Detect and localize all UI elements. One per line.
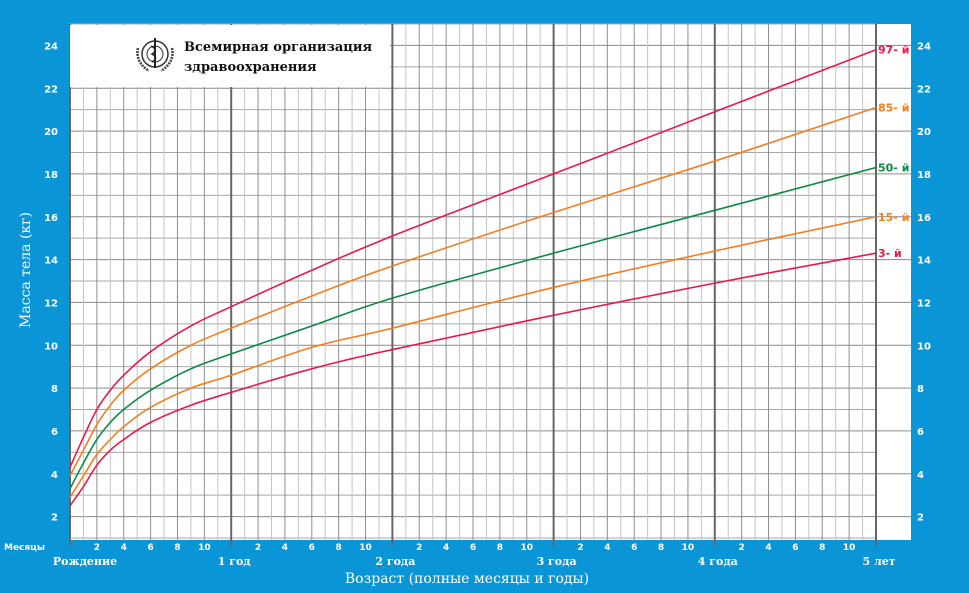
y-tick-label-left: 4 <box>51 470 58 481</box>
year-label: 3 года <box>537 555 577 568</box>
month-tick-label: 2 <box>739 543 745 553</box>
month-tick-label: 8 <box>819 543 825 553</box>
y-tick-label-left: 16 <box>44 213 58 224</box>
month-tick-label: 10 <box>843 543 856 553</box>
grid <box>69 23 911 546</box>
y-tick-label-left: 20 <box>44 127 58 138</box>
month-tick-label: 6 <box>309 543 315 553</box>
percentile-line <box>69 215 877 498</box>
month-tick-label: 6 <box>470 543 476 553</box>
org-name-line-1: Всемирная организация <box>184 40 373 55</box>
month-tick-label: 10 <box>520 543 533 553</box>
month-tick-label: 8 <box>174 543 180 553</box>
month-tick-label: 10 <box>682 543 695 553</box>
y-tick-label-left: 6 <box>51 427 58 438</box>
y-tick-label-left: 8 <box>51 384 58 395</box>
percentile-curves: 97- й 85- й 50- й 15- й 3- й <box>69 44 909 507</box>
month-tick-label: 2 <box>416 543 422 553</box>
month-tick-label: 6 <box>792 543 798 553</box>
y-tick-label-right: 8 <box>917 384 924 395</box>
y-tick-label-left: 18 <box>44 170 58 181</box>
y-tick-label-right: 12 <box>917 298 931 309</box>
month-tick-label: 10 <box>198 543 211 553</box>
y-tick-label-right: 16 <box>917 213 931 224</box>
year-label: 4 года <box>698 555 738 568</box>
percentile-line <box>69 48 877 468</box>
percentile-label: 3- й <box>878 247 902 260</box>
year-label: Рождение <box>53 555 117 568</box>
month-tick-label: 4 <box>765 543 771 553</box>
org-name-line-2: здравоохранения <box>184 60 317 75</box>
months-label: Месяцы <box>4 543 45 553</box>
percentile-line <box>69 106 877 477</box>
y-tick-label-left: 10 <box>44 341 58 352</box>
month-tick-label: 8 <box>497 543 503 553</box>
percentile-label: 97- й <box>878 44 909 57</box>
percentile-line <box>69 166 877 490</box>
percentile-label: 15- й <box>878 211 909 224</box>
month-tick-label: 8 <box>658 543 664 553</box>
y-tick-label-right: 2 <box>917 513 924 524</box>
month-tick-label: 6 <box>147 543 153 553</box>
percentile-label: 85- й <box>878 102 909 115</box>
month-tick-label: 6 <box>631 543 637 553</box>
y-tick-label-right: 14 <box>917 256 931 267</box>
y-tick-label-right: 20 <box>917 127 931 138</box>
month-tick-label: 4 <box>443 543 449 553</box>
y-tick-label-left: 24 <box>44 41 58 52</box>
y-tick-label-left: 12 <box>44 298 58 309</box>
month-tick-label: 2 <box>255 543 261 553</box>
y-tick-label-right: 4 <box>917 470 924 481</box>
y-tick-label-right: 18 <box>917 170 931 181</box>
plot-background <box>69 24 911 540</box>
month-tick-label: 4 <box>604 543 610 553</box>
percentile-line <box>69 252 877 507</box>
x-axis-label: Возраст (полные месяцы и годы) <box>345 571 589 587</box>
month-tick-label: 2 <box>94 543 100 553</box>
y-axis-label: Масса тела (кг) <box>18 212 34 328</box>
who-logo <box>136 38 174 73</box>
y-tick-label-right: 6 <box>917 427 924 438</box>
y-tick-label-left: 2 <box>51 513 58 524</box>
y-tick-label-right: 10 <box>917 341 931 352</box>
month-tick-label: 4 <box>121 543 127 553</box>
y-tick-label-left: 22 <box>44 84 58 95</box>
title-box <box>70 25 390 87</box>
year-label: 1 год <box>218 555 251 568</box>
month-tick-label: 8 <box>336 543 342 553</box>
year-label: 5 лет <box>862 555 895 568</box>
month-tick-label: 10 <box>359 543 372 553</box>
month-tick-label: 2 <box>577 543 583 553</box>
month-tick-label: 4 <box>282 543 288 553</box>
year-label: 2 года <box>375 555 415 568</box>
y-tick-label-left: 14 <box>44 256 58 267</box>
y-tick-label-right: 24 <box>917 41 931 52</box>
percentile-label: 50- й <box>878 161 909 174</box>
y-tick-label-right: 22 <box>917 84 931 95</box>
